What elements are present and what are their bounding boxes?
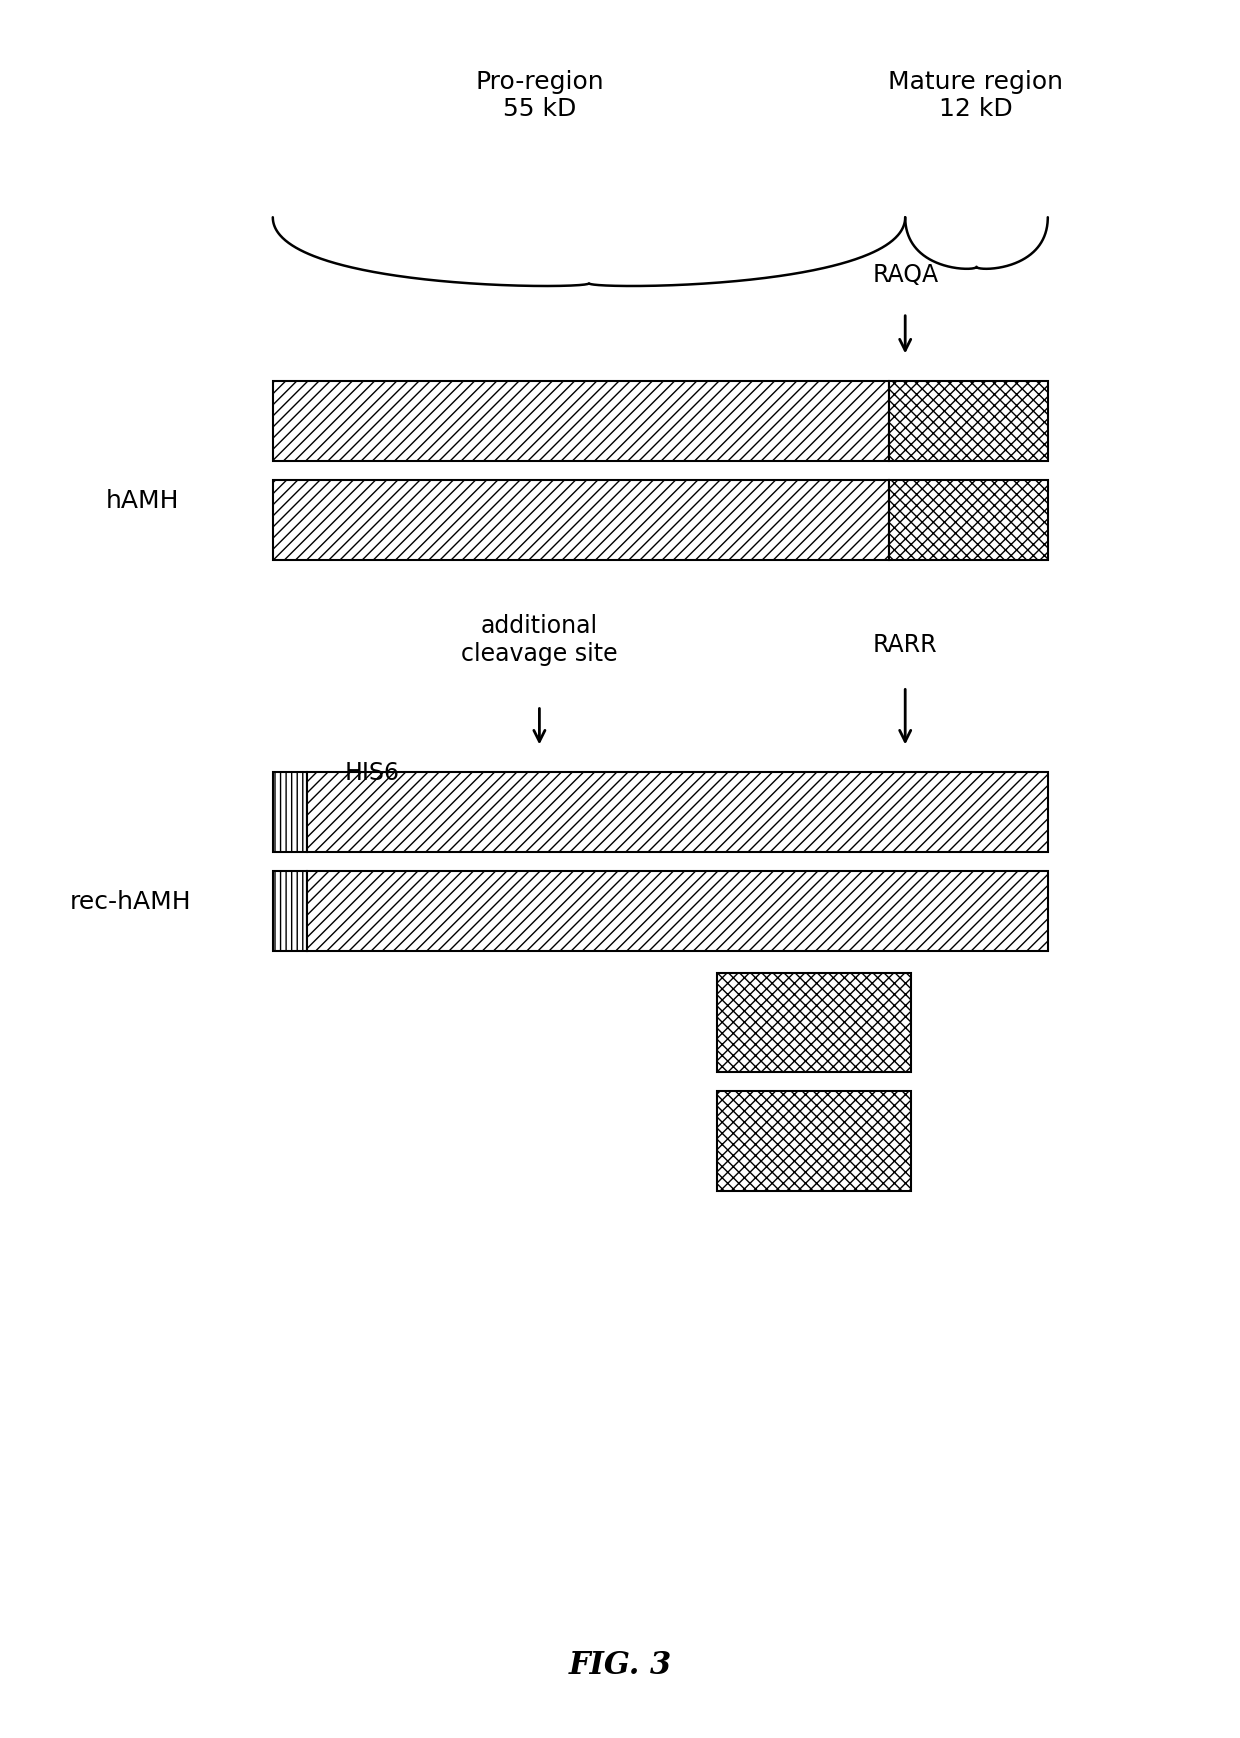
Bar	[273, 772, 306, 852]
Bar	[889, 381, 1048, 461]
Bar	[273, 871, 306, 951]
Bar	[273, 480, 889, 560]
Text: Pro-region
55 kD: Pro-region 55 kD	[475, 70, 604, 122]
Bar	[717, 973, 911, 1072]
Text: hAMH: hAMH	[105, 488, 180, 513]
Bar	[717, 1091, 911, 1191]
Bar	[889, 480, 1048, 560]
Bar	[306, 772, 1048, 852]
Bar	[273, 381, 889, 461]
Text: additional
cleavage site: additional cleavage site	[461, 614, 618, 666]
Text: RAQA: RAQA	[872, 262, 939, 287]
Text: FIG. 3: FIG. 3	[568, 1649, 672, 1681]
Text: HIS6: HIS6	[345, 761, 399, 786]
Text: RARR: RARR	[873, 633, 937, 657]
Text: Mature region
12 kD: Mature region 12 kD	[888, 70, 1064, 122]
Bar	[306, 871, 1048, 951]
Text: rec-hAMH: rec-hAMH	[69, 890, 191, 914]
